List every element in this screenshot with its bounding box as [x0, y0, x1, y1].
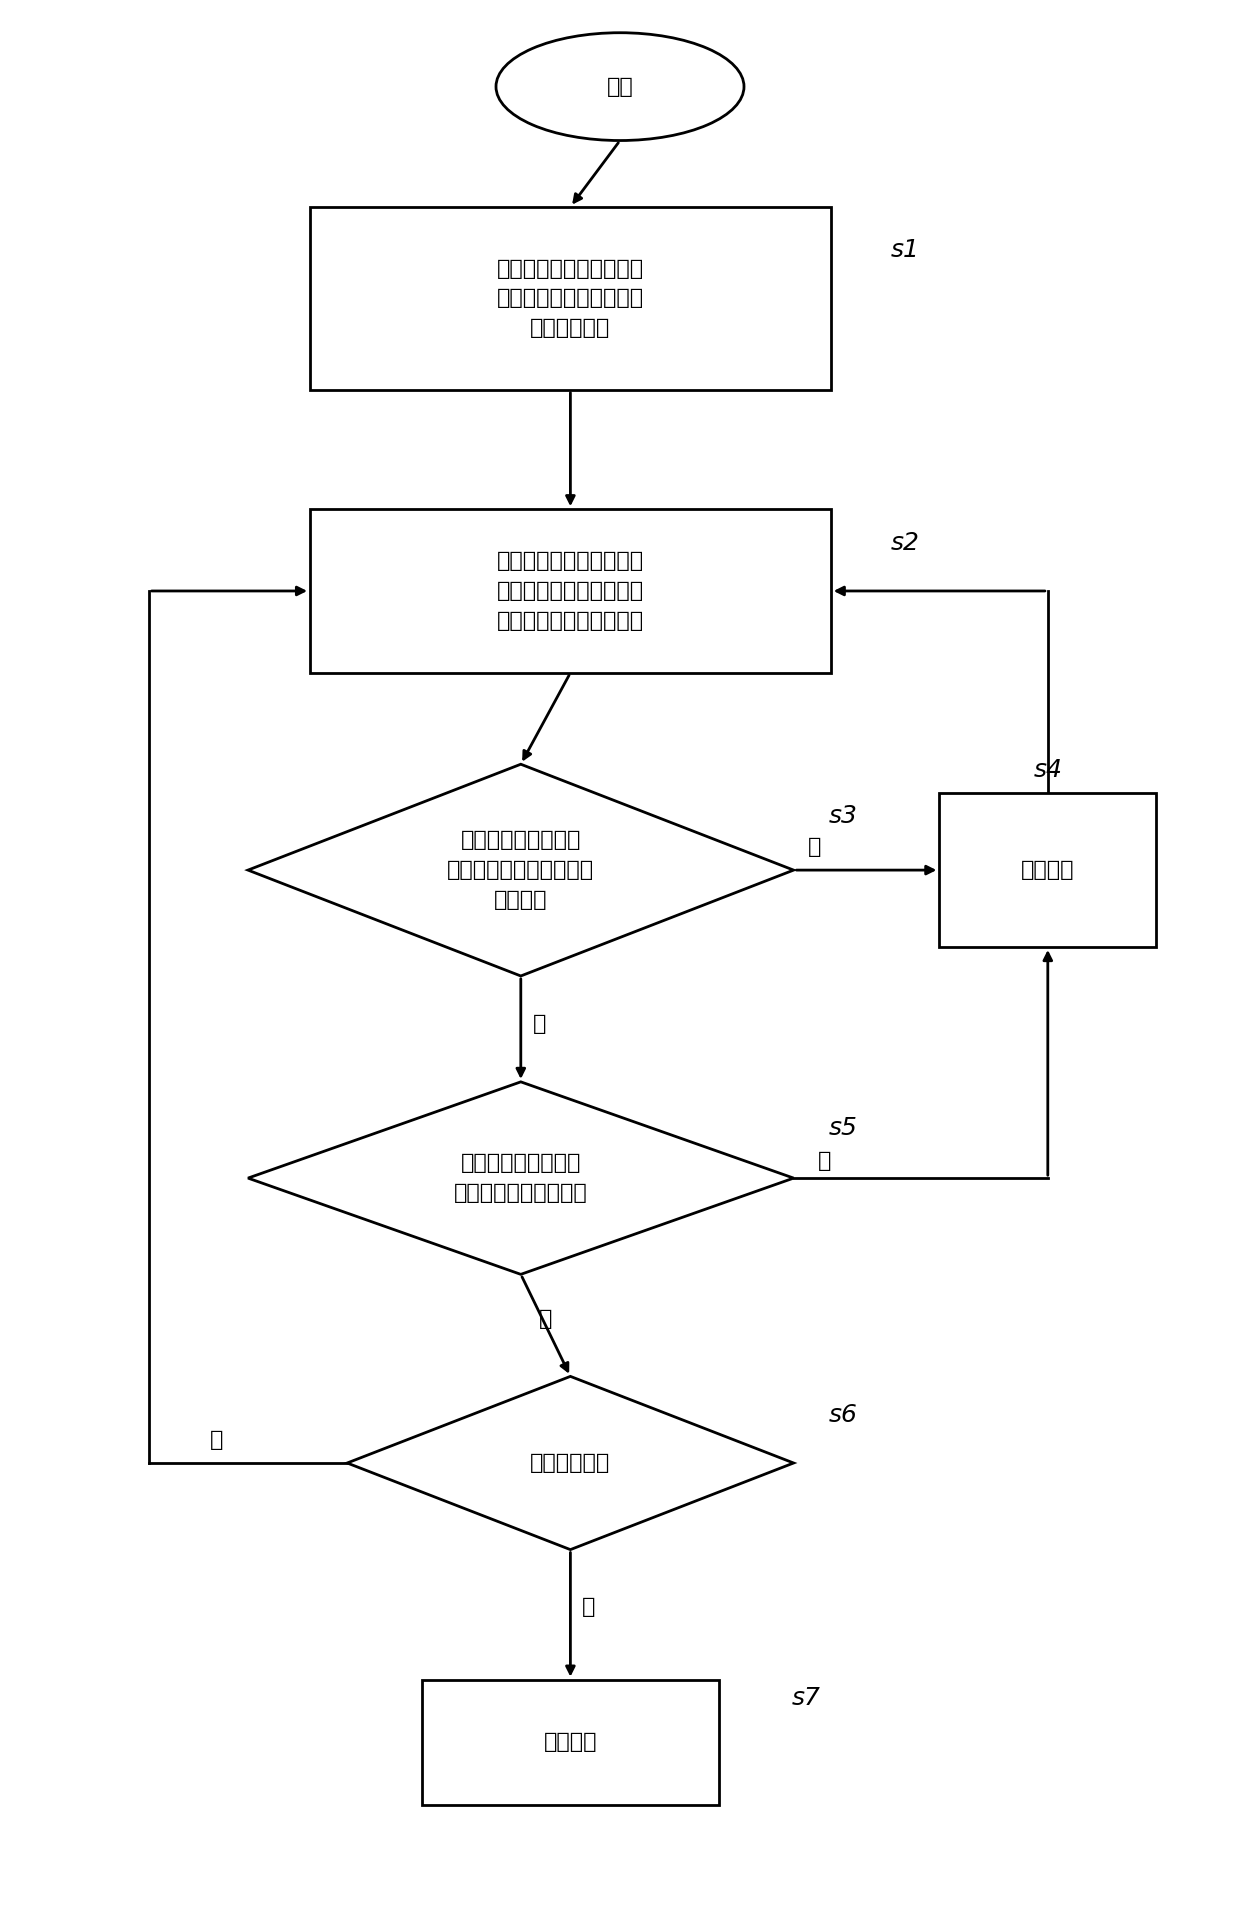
Polygon shape	[248, 1082, 794, 1274]
Text: 打印结束: 打印结束	[543, 1732, 598, 1752]
Text: 否: 否	[818, 1151, 831, 1170]
Text: s7: s7	[791, 1686, 821, 1709]
Text: 否: 否	[808, 837, 821, 857]
Text: s4: s4	[1033, 758, 1063, 782]
Text: s6: s6	[828, 1403, 858, 1426]
Text: 是: 是	[539, 1309, 552, 1328]
Text: 判断激光扫描图像是
否与预设图像是否一致: 判断激光扫描图像是 否与预设图像是否一致	[454, 1153, 588, 1203]
Text: s1: s1	[890, 239, 920, 262]
Polygon shape	[248, 764, 794, 976]
Text: 是: 是	[533, 1014, 546, 1034]
Bar	[940, 793, 1156, 947]
Bar	[422, 1679, 719, 1806]
Text: 是: 是	[583, 1598, 595, 1617]
Text: s5: s5	[828, 1116, 858, 1140]
Text: 开始: 开始	[606, 77, 634, 96]
Text: s2: s2	[890, 531, 920, 554]
Text: 预设各参数的预设阈值范
围，以及设定所要打印零
件的预设图像: 预设各参数的预设阈值范 围，以及设定所要打印零 件的预设图像	[497, 258, 644, 339]
Polygon shape	[347, 1376, 794, 1550]
Text: 是否最后一层: 是否最后一层	[531, 1453, 610, 1473]
Text: 当前层打印中，实时获取
激光扫描图像以及各所需
参数，当前层打印结束后: 当前层打印中，实时获取 激光扫描图像以及各所需 参数，当前层打印结束后	[497, 551, 644, 631]
Text: 暂停打印: 暂停打印	[1021, 860, 1075, 880]
Ellipse shape	[496, 33, 744, 141]
Text: 否: 否	[211, 1430, 223, 1450]
Bar	[310, 510, 831, 674]
Bar	[310, 208, 831, 389]
Text: s3: s3	[828, 805, 858, 828]
Text: 判断实时参数值是否
在对应所需参数的预设阈
值范围内: 判断实时参数值是否 在对应所需参数的预设阈 值范围内	[448, 830, 594, 911]
